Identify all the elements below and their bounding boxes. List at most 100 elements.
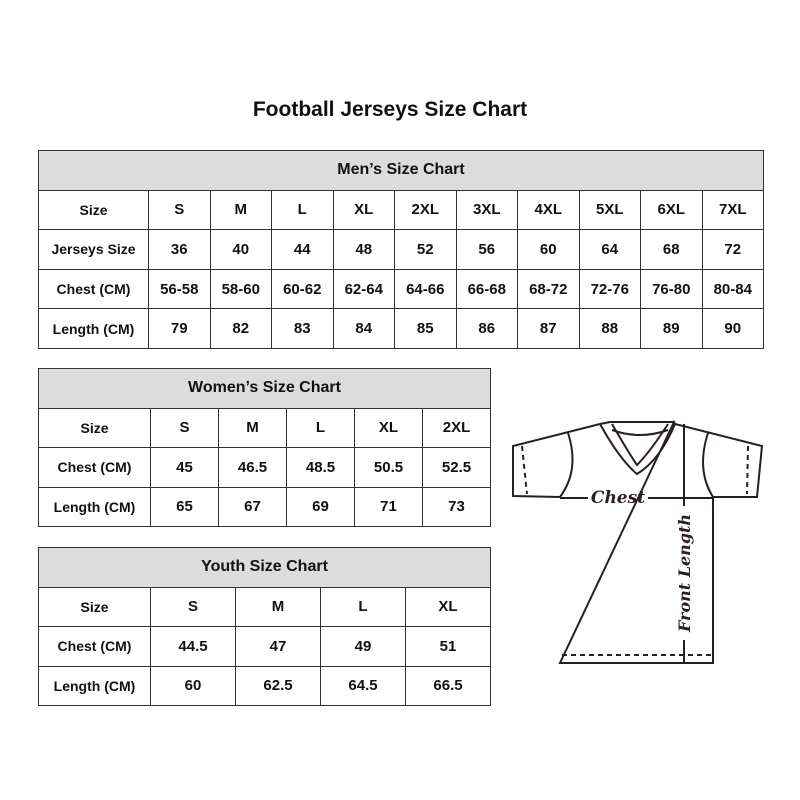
table-cell: S: [150, 586, 236, 627]
table-cell: 82: [209, 308, 272, 349]
table-cell: 83: [271, 308, 334, 349]
front-length-label: Front Length: [675, 514, 694, 633]
row-label: Chest (CM): [38, 447, 151, 488]
table-row: Length (CM) 60 62.5 64.5 66.5: [38, 665, 491, 706]
row-label: Size: [38, 189, 149, 231]
table-cell: L: [286, 407, 355, 448]
table-cell: L: [320, 586, 406, 627]
table-row: Chest (CM) 45 46.5 48.5 50.5 52.5: [38, 447, 491, 488]
table-cell: XL: [405, 586, 491, 627]
row-label: Chest (CM): [38, 268, 149, 310]
table-cell: 85: [394, 308, 457, 349]
table-cell: S: [148, 189, 211, 231]
table-cell: XL: [332, 189, 395, 231]
row-label: Jerseys Size: [38, 229, 149, 270]
table-cell: 71: [354, 486, 423, 527]
jersey-outline: [512, 419, 764, 664]
table-cell: 60-62: [271, 268, 334, 310]
table-cell: 64: [578, 229, 641, 270]
table-cell: 84: [332, 308, 395, 349]
table-row: Chest (CM) 44.5 47 49 51: [38, 626, 491, 667]
table-cell: 65: [150, 486, 219, 527]
collar: [599, 421, 676, 476]
youth-heading: Youth Size Chart: [38, 547, 491, 588]
chest-label: Chest: [591, 488, 645, 508]
table-cell: 7XL: [701, 189, 764, 231]
table-cell: 58-60: [209, 268, 272, 310]
right-armhole: [702, 432, 714, 498]
jersey-diagram: Chest Front Length: [512, 419, 764, 664]
table-cell: 5XL: [578, 189, 641, 231]
table-cell: 80-84: [701, 268, 764, 310]
table-cell: 2XL: [422, 407, 491, 448]
table-cell: 72: [701, 229, 764, 270]
womens-size-table: Women’s Size Chart Size S M L XL 2XL Chest (CM)…: [38, 368, 491, 527]
table-cell: 66.5: [405, 665, 491, 706]
table-row: Chest (CM) 56-58 58-60 60-62 62-64 64-66 66-68…: [38, 268, 764, 310]
table-cell: 60: [517, 229, 580, 270]
table-cell: 66-68: [455, 268, 518, 310]
table-cell: 89: [640, 308, 703, 349]
table-cell: 52.5: [422, 447, 491, 488]
table-cell: 36: [148, 229, 211, 270]
table-cell: 67: [218, 486, 287, 527]
table-cell: 64.5: [320, 665, 406, 706]
left-armhole: [559, 432, 574, 498]
table-cell: M: [218, 407, 287, 448]
mens-size-table: Men’s Size Chart Size S M L XL 2XL 3XL 4XL 5XL 6XL…: [38, 150, 764, 349]
table-cell: M: [209, 189, 272, 231]
table-cell: XL: [354, 407, 423, 448]
row-label: Size: [38, 586, 151, 627]
table-cell: 46.5: [218, 447, 287, 488]
table-cell: 3XL: [455, 189, 518, 231]
table-cell: 68-72: [517, 268, 580, 310]
table-cell: 72-76: [578, 268, 641, 310]
row-label: Chest (CM): [38, 626, 151, 667]
table-cell: 73: [422, 486, 491, 527]
table-cell: 60: [150, 665, 236, 706]
table-cell: 79: [148, 308, 211, 349]
table-cell: 87: [517, 308, 580, 349]
table-cell: 88: [578, 308, 641, 349]
table-cell: 52: [394, 229, 457, 270]
table-cell: 69: [286, 486, 355, 527]
table-cell: M: [235, 586, 321, 627]
page-title: Football Jerseys Size Chart: [252, 98, 528, 121]
table-cell: 47: [235, 626, 321, 667]
table-row: Size S M L XL 2XL 3XL 4XL 5XL 6XL 7XL: [38, 189, 764, 231]
table-cell: 48: [332, 229, 395, 270]
men-heading: Men’s Size Chart: [38, 150, 764, 191]
table-cell: 48.5: [286, 447, 355, 488]
table-cell: 56: [455, 229, 518, 270]
table-cell: S: [150, 407, 219, 448]
table-cell: 90: [701, 308, 764, 349]
row-label: Length (CM): [38, 486, 151, 527]
table-cell: 45: [150, 447, 219, 488]
table-cell: 51: [405, 626, 491, 667]
table-cell: 4XL: [517, 189, 580, 231]
table-cell: 44: [271, 229, 334, 270]
table-cell: 6XL: [640, 189, 703, 231]
table-cell: L: [271, 189, 334, 231]
row-label: Size: [38, 407, 151, 448]
row-label: Length (CM): [38, 308, 149, 349]
table-row: Length (CM) 79 82 83 84 85 86 87 88 89 90: [38, 308, 764, 349]
table-cell: 64-66: [394, 268, 457, 310]
row-label: Length (CM): [38, 665, 151, 706]
table-cell: 76-80: [640, 268, 703, 310]
table-row: Size S M L XL: [38, 586, 491, 627]
table-cell: 44.5: [150, 626, 236, 667]
table-cell: 40: [209, 229, 272, 270]
table-cell: 62-64: [332, 268, 395, 310]
table-cell: 68: [640, 229, 703, 270]
table-row: Size S M L XL 2XL: [38, 407, 491, 448]
women-heading: Women’s Size Chart: [38, 368, 491, 409]
table-cell: 50.5: [354, 447, 423, 488]
table-cell: 86: [455, 308, 518, 349]
table-cell: 62.5: [235, 665, 321, 706]
table-row: Length (CM) 65 67 69 71 73: [38, 486, 491, 527]
table-cell: 56-58: [148, 268, 211, 310]
table-cell: 49: [320, 626, 406, 667]
table-cell: 2XL: [394, 189, 457, 231]
youth-size-table: Youth Size Chart Size S M L XL Chest (CM) 44.5 4…: [38, 547, 491, 706]
